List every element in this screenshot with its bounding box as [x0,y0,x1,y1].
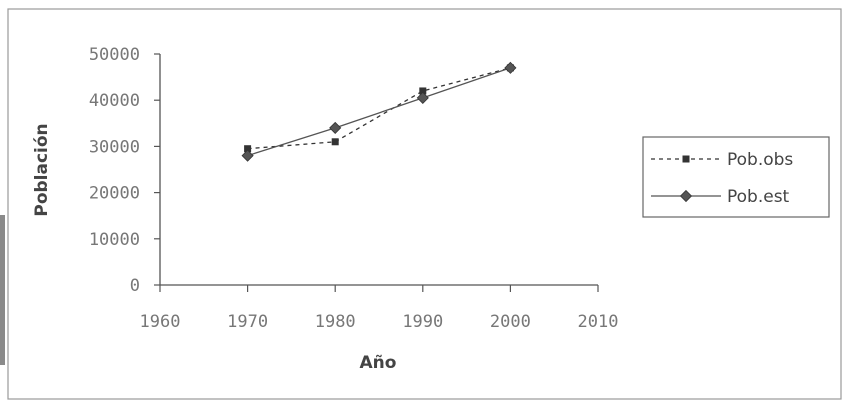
series-line-pob-est [247,67,511,157]
y-axis-title: Población [32,123,52,216]
x-tick-label: 1980 [315,312,356,332]
x-tick-label: 2010 [578,312,619,332]
y-tick-label: 50000 [89,45,140,65]
y-tick-label: 0 [130,276,140,296]
data-point-pob-est [241,149,254,162]
x-tick-label: 1970 [227,312,268,332]
y-tick-label: 40000 [89,91,140,111]
y-tick-label: 10000 [89,230,140,250]
data-point-pob-est [504,61,517,74]
y-tick-label: 20000 [89,184,140,204]
x-tick-label: 2000 [490,312,531,332]
data-point-pob-est [416,91,429,104]
legend-marker [679,189,693,203]
page-edge-mark [0,215,5,365]
legend-label: Pob.obs [727,150,793,170]
legend-box [642,136,830,218]
data-point-pob-est [329,121,342,134]
series-line-pob-obs [247,67,511,150]
legend-label: Pob.est [727,187,790,207]
data-point-pob-obs [331,138,339,146]
x-tick-label: 1990 [402,312,443,332]
data-point-pob-obs [419,87,427,95]
data-point-pob-obs [244,145,252,153]
chart-area-border [7,8,842,400]
x-tick-label: 1960 [140,312,181,332]
x-axis-title: Año [360,353,397,373]
y-tick-label: 30000 [89,137,140,157]
legend-marker [682,155,690,163]
